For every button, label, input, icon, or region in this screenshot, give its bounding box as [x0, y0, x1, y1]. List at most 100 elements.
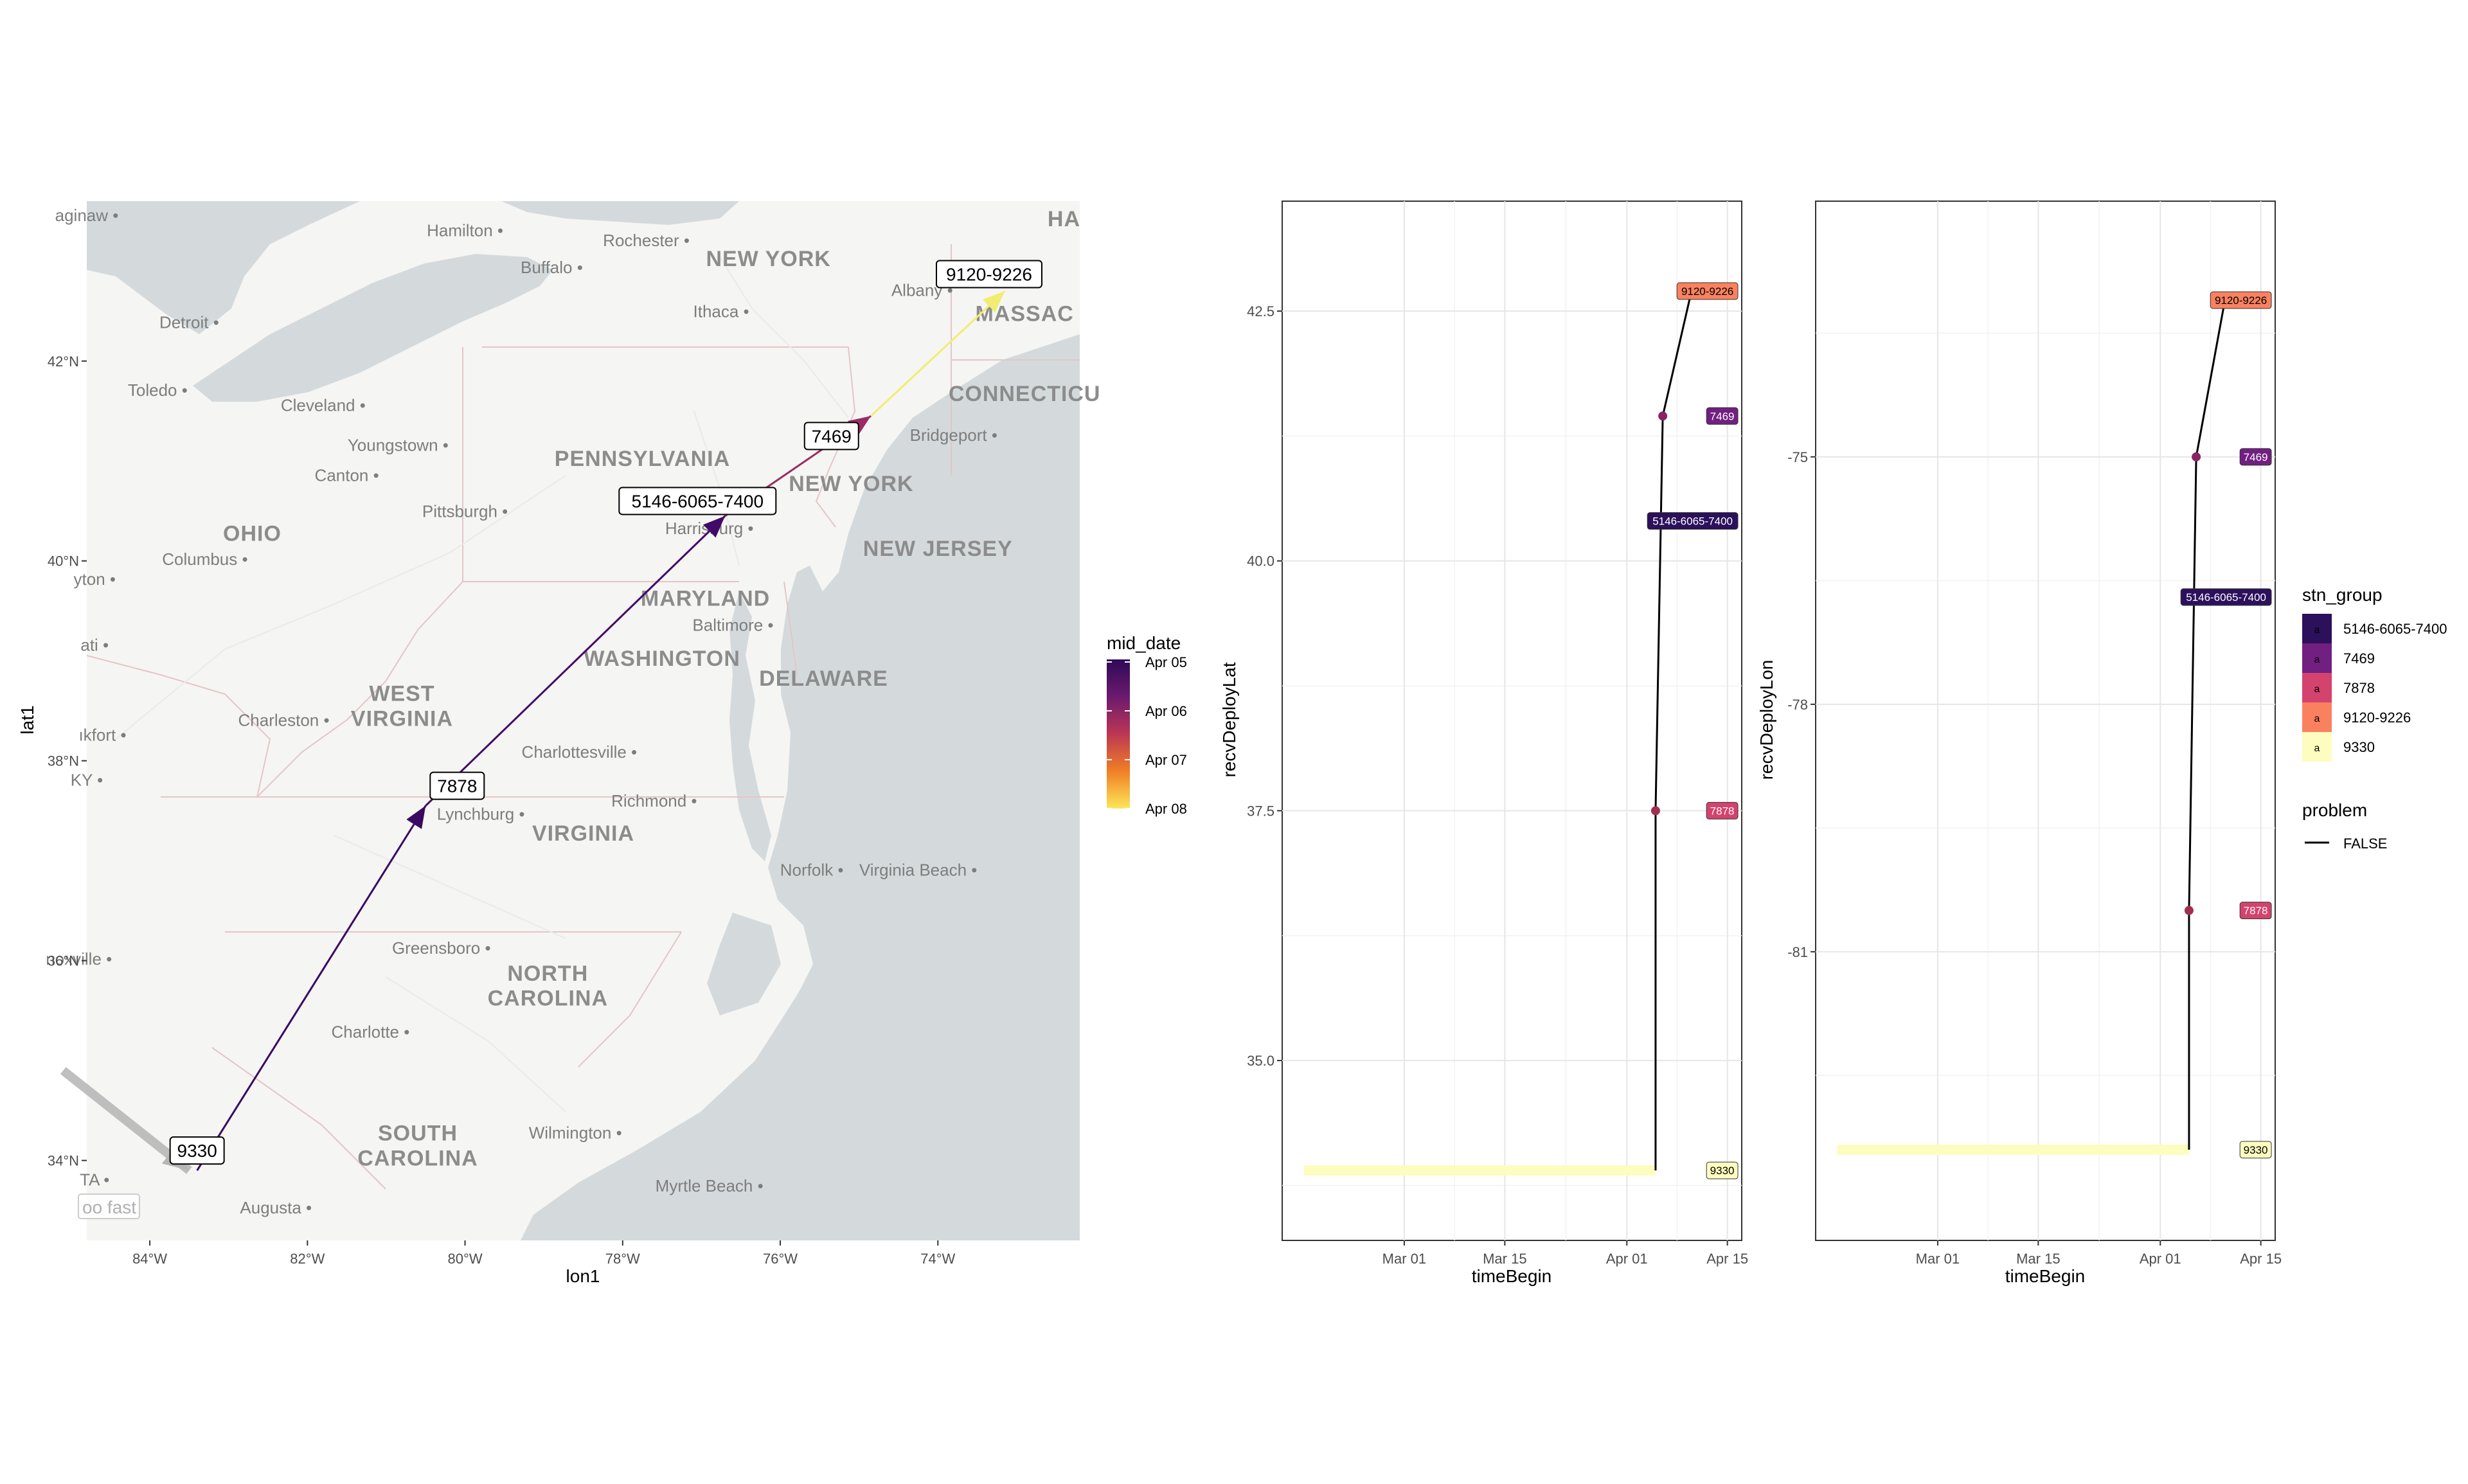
map-station-label-box — [803, 422, 859, 451]
station-label-text: 9330 — [2244, 1144, 2268, 1156]
station-label-box — [2180, 588, 2272, 606]
city-marker: Virginia Beach • — [859, 860, 978, 879]
map-station-label: 9330 — [169, 1136, 225, 1165]
state-label: NEW YORK — [789, 472, 913, 496]
map-y-tick-label: 40°N — [48, 553, 79, 569]
map-station-label-text: 5146-6065-7400 — [632, 491, 764, 511]
y-tick: -78 — [1787, 697, 1816, 713]
state-label: WEST — [369, 681, 434, 706]
state-label: VIRGINIA — [351, 706, 453, 731]
track-segment — [870, 290, 1006, 417]
x-tick: Mar 15 — [1483, 1240, 1527, 1267]
station-label-text: 7469 — [2244, 451, 2268, 463]
stn-group-legend-key — [2302, 702, 2332, 732]
lat-x-axis-title: timeBegin — [1472, 1266, 1552, 1286]
stn-group-legend-item: a 9330 — [2302, 732, 2375, 762]
city-marker: yton • — [74, 569, 116, 589]
city-marker: ati • — [80, 636, 109, 655]
stn-group-legend-item: a 9120-9226 — [2302, 702, 2411, 732]
map-x-tick-label: 82°W — [290, 1251, 325, 1267]
problem-false-line — [1654, 291, 1693, 1171]
station-label-box — [1647, 512, 1739, 530]
station-label: 7469 — [2239, 448, 2272, 466]
city-label: Pittsburgh • — [422, 501, 508, 521]
city-label: Wilmington • — [529, 1123, 622, 1142]
mid-date-labels: Apr 05 Apr 06 Apr 07 Apr 08 — [1107, 654, 1187, 817]
lat-data: 9120-9226 7469 5146-6065-7400 7878 9330 — [1303, 282, 1739, 1179]
station-label-text: 5146-6065-7400 — [2186, 591, 2266, 603]
station-label-box — [1706, 1161, 1739, 1179]
map-y-tick: 36°N — [48, 953, 87, 969]
y-tick: 35.0 — [1247, 1053, 1282, 1069]
city-marker: Detroit • — [159, 312, 219, 332]
x-tick-label: Mar 15 — [2016, 1251, 2060, 1267]
city-marker: Norfolk • — [780, 860, 844, 879]
pamlico-sound — [707, 913, 781, 1015]
station-label: 5146-6065-7400 — [1647, 512, 1739, 530]
state-label: SOUTH — [378, 1122, 458, 1146]
state-label: MARYLAND — [641, 587, 770, 611]
stn-group-legend-key-glyph: a — [2314, 713, 2320, 724]
station-label-text: 7878 — [1710, 805, 1735, 817]
station-label-text: 9330 — [1710, 1165, 1735, 1177]
map-y-tick-label: 36°N — [48, 953, 79, 969]
x-tick: Apr 01 — [2140, 1240, 2181, 1267]
atlantic-ocean — [521, 334, 1080, 1240]
stn-group-legend-key — [2302, 643, 2332, 673]
stn-group-legend-key-glyph: a — [2314, 684, 2320, 695]
y-tick-label: 42.5 — [1247, 303, 1274, 319]
city-label: Augusta • — [240, 1198, 312, 1217]
city-label: aginaw • — [55, 206, 119, 225]
state-label: VIRGINIA — [532, 821, 634, 846]
map-station-label: 7878 — [429, 771, 485, 800]
y-tick: 37.5 — [1247, 803, 1282, 819]
city-label: Buffalo • — [521, 258, 583, 277]
lon-grid — [1816, 201, 2275, 1240]
station-label-box — [1676, 282, 1739, 300]
delaware-bay — [791, 604, 819, 681]
city-marker: Baltimore • — [692, 616, 773, 635]
stn-group-legend-key-glyph: a — [2314, 654, 2320, 665]
stn-group-legend-label: 9120-9226 — [2343, 710, 2411, 726]
map-x-tick-label: 74°W — [920, 1251, 955, 1267]
city-marker: Rochester • — [603, 231, 690, 250]
x-tick-label: Mar 01 — [1916, 1251, 1960, 1267]
city-label: Toledo • — [128, 380, 188, 400]
map-station-label-text: 9120-9226 — [946, 265, 1032, 285]
city-label: Baltimore • — [692, 616, 773, 635]
lake-huron — [87, 201, 360, 334]
city-marker: Hamilton • — [427, 220, 503, 240]
map-station-label-text: 9330 — [177, 1141, 217, 1161]
city-marker: Charlottesville • — [522, 742, 638, 762]
map-station-labels: 9330 7878 5146-6065-7400 7469 9120-9226 — [169, 260, 1042, 1165]
map-station-label-text: 7878 — [437, 776, 477, 796]
stn-group-legend: stn_group a 5146-6065-7400 a 7469 a 7878 a 9120… — [2302, 585, 2447, 762]
stn-group-legend-key-glyph: a — [2314, 743, 2320, 754]
state-label: NEW YORK — [706, 247, 830, 271]
map-x-tick: 80°W — [448, 1240, 483, 1267]
mid-date-colorbar — [1107, 659, 1130, 809]
city-label: KY • — [71, 771, 103, 790]
map-station-label-text: 7469 — [812, 426, 852, 446]
x-tick: Apr 15 — [2240, 1240, 2282, 1267]
map-station-label: 7469 — [803, 422, 859, 451]
x-tick: Apr 01 — [1606, 1240, 1648, 1267]
y-tick-label: 37.5 — [1247, 803, 1274, 819]
state-label: DELAWARE — [759, 666, 888, 691]
station-label-box — [1706, 801, 1739, 819]
station-label: 7878 — [1706, 801, 1739, 819]
state-label: PENNSYLVANIA — [555, 447, 730, 471]
station-label: 9330 — [2239, 1141, 2272, 1159]
city-label: Detroit • — [159, 312, 219, 332]
city-label: noxville • — [46, 949, 112, 969]
city-label: Ithaca • — [693, 301, 749, 321]
station-label: 9120-9226 — [1676, 282, 1739, 300]
lat-y-axis-title: recvDeployLat — [1219, 662, 1239, 777]
city-marker: Charleston • — [238, 710, 330, 729]
map-x-tick-label: 84°W — [132, 1251, 167, 1267]
state-label: CAROLINA — [488, 987, 608, 1011]
city-marker: Canton • — [315, 465, 379, 485]
track-arrowhead — [983, 291, 1005, 313]
city-label: Myrtle Beach • — [656, 1176, 764, 1195]
